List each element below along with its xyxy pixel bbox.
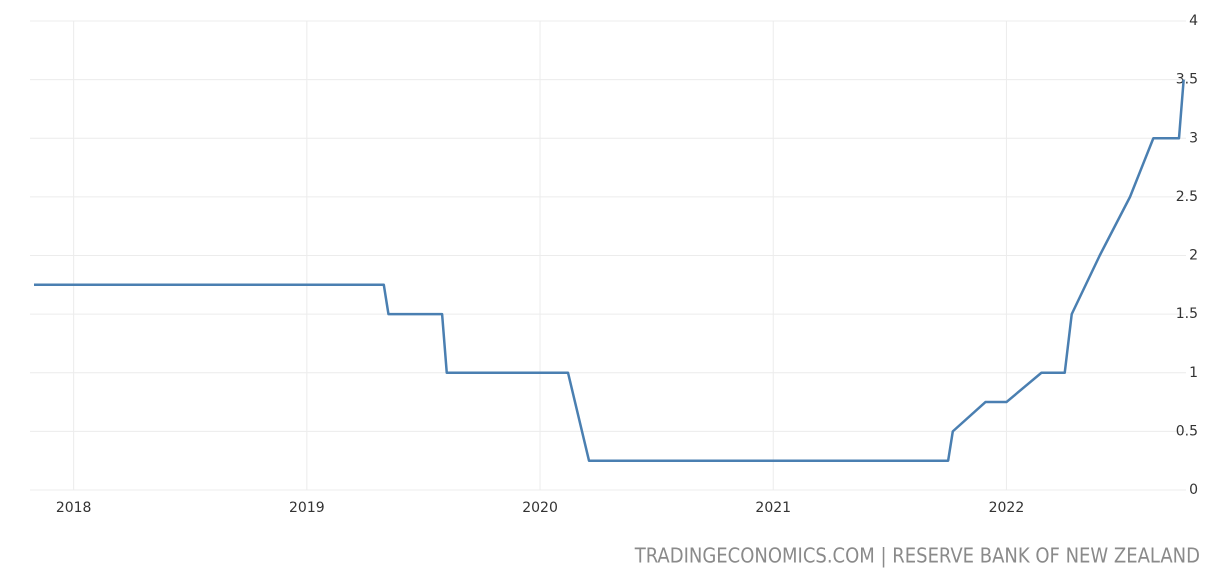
y-tick-label: 3	[1189, 130, 1198, 146]
y-tick-label: 1	[1189, 365, 1198, 381]
x-tick-label: 2022	[989, 500, 1025, 516]
y-tick-label: 2.5	[1176, 189, 1198, 205]
y-tick-label: 0.5	[1176, 423, 1198, 439]
x-tick-label: 2020	[522, 500, 558, 516]
data-line	[34, 79, 1185, 462]
y-tick-label: 0	[1189, 482, 1198, 498]
x-tick-label: 2019	[289, 500, 325, 516]
y-tick-label: 3.5	[1176, 72, 1198, 88]
y-tick-label: 4	[1189, 13, 1198, 29]
y-tick-label: 1.5	[1176, 306, 1198, 322]
x-tick-label: 2021	[755, 500, 791, 516]
source: TRADINGECONOMICS.COM | RESERVE BANK OF N…	[634, 544, 1200, 568]
x-tick-label: 2018	[56, 500, 92, 516]
y-tick-label: 2	[1189, 248, 1198, 264]
